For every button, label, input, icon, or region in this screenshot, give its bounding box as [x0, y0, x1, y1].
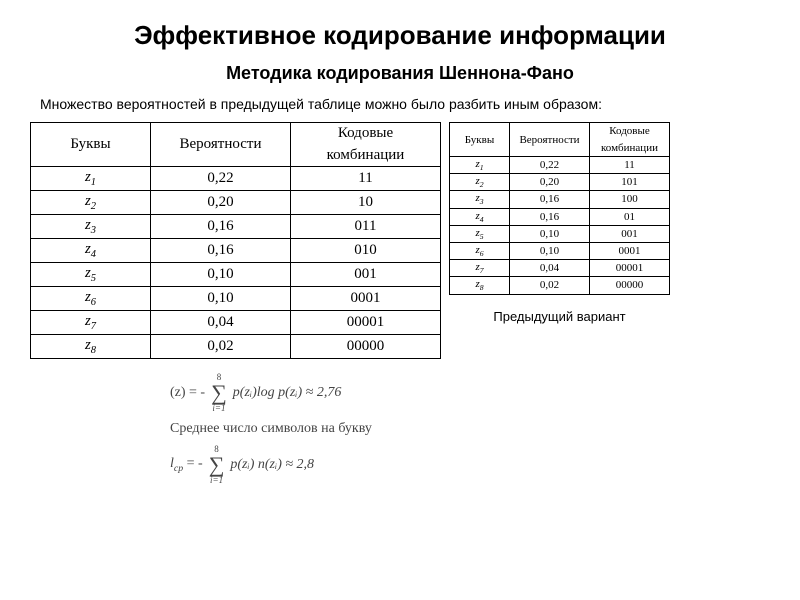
cell-probability: 0,16: [151, 239, 291, 263]
sigma-icon: ∑: [209, 454, 225, 476]
cell-letter: z2: [450, 174, 510, 191]
cell-code: 00000: [291, 335, 441, 359]
cell-probability: 0,22: [151, 167, 291, 191]
cell-probability: 0,10: [151, 287, 291, 311]
cell-probability: 0,04: [151, 311, 291, 335]
entropy-formula: (z) = - 8 ∑ i=1 p(zᵢ)log p(zᵢ) ≈ 2,76: [170, 373, 770, 413]
sum-lower: i=1: [212, 404, 225, 413]
cell-probability: 0,16: [151, 215, 291, 239]
col-header-letters: Буквы: [450, 123, 510, 157]
cell-code: 011: [291, 215, 441, 239]
table-row: z10,2211: [450, 157, 670, 174]
formula-lhs: (z) = -: [170, 383, 205, 403]
cell-probability: 0,10: [510, 225, 590, 242]
table-row: z70,0400001: [31, 311, 441, 335]
table-row: z50,10001: [450, 225, 670, 242]
col-header-code-b: комбинации: [291, 145, 441, 167]
cell-probability: 0,10: [510, 242, 590, 259]
cell-letter: z4: [450, 208, 510, 225]
cell-letter: z8: [450, 277, 510, 294]
previous-caption: Предыдущий вариант: [493, 309, 625, 324]
cell-probability: 0,04: [510, 260, 590, 277]
cell-letter: z6: [450, 242, 510, 259]
cell-probability: 0,02: [151, 335, 291, 359]
formula-rhs: p(zᵢ)log p(zᵢ) ≈ 2,76: [233, 383, 342, 403]
cell-code: 101: [590, 174, 670, 191]
formula-lhs: lср = -: [170, 454, 203, 476]
cell-probability: 0,02: [510, 277, 590, 294]
sum-lower: i=1: [210, 476, 223, 485]
table-row: z30,16100: [450, 191, 670, 208]
cell-letter: z7: [31, 311, 151, 335]
table-row: z50,10001: [31, 263, 441, 287]
cell-probability: 0,16: [510, 191, 590, 208]
table-row: z80,0200000: [450, 277, 670, 294]
cell-probability: 0,10: [151, 263, 291, 287]
cell-code: 010: [291, 239, 441, 263]
table-row: z20,20101: [450, 174, 670, 191]
cell-letter: z5: [450, 225, 510, 242]
cell-code: 11: [590, 157, 670, 174]
cell-letter: z1: [31, 167, 151, 191]
tables-row: Буквы Вероятности Кодовые комбинации z10…: [30, 122, 770, 359]
table-row: z60,100001: [31, 287, 441, 311]
cell-letter: z5: [31, 263, 151, 287]
cell-code: 00001: [590, 260, 670, 277]
table-row: z40,16010: [31, 239, 441, 263]
cell-letter: z7: [450, 260, 510, 277]
cell-code: 0001: [590, 242, 670, 259]
table-row: z40,1601: [450, 208, 670, 225]
cell-letter: z1: [450, 157, 510, 174]
previous-variant-block: Буквы Вероятности Кодовые комбинации z10…: [449, 122, 670, 324]
cell-probability: 0,20: [151, 191, 291, 215]
formula-rhs: p(zᵢ) n(zᵢ) ≈ 2,8: [230, 455, 314, 475]
cell-letter: z6: [31, 287, 151, 311]
cell-code: 11: [291, 167, 441, 191]
col-header-code-a: Кодовые: [291, 123, 441, 145]
sigma-symbol: 8 ∑ i=1: [211, 373, 227, 413]
table-row: z60,100001: [450, 242, 670, 259]
col-header-letters: Буквы: [31, 123, 151, 167]
page-subtitle: Методика кодирования Шеннона-Фано: [30, 63, 770, 84]
table-row: z20,2010: [31, 191, 441, 215]
coding-table-main: Буквы Вероятности Кодовые комбинации z10…: [30, 122, 441, 359]
cell-code: 0001: [291, 287, 441, 311]
cell-code: 10: [291, 191, 441, 215]
cell-letter: z4: [31, 239, 151, 263]
cell-code: 00000: [590, 277, 670, 294]
cell-code: 01: [590, 208, 670, 225]
col-header-prob: Вероятности: [151, 123, 291, 167]
intro-text: Множество вероятностей в предыдущей табл…: [30, 96, 770, 112]
avg-symbols-label: Среднее число символов на букву: [170, 419, 770, 439]
col-header-prob: Вероятности: [510, 123, 590, 157]
average-length-formula: lср = - 8 ∑ i=1 p(zᵢ) n(zᵢ) ≈ 2,8: [170, 445, 770, 485]
col-header-code-a: Кодовые: [590, 123, 670, 140]
sigma-symbol: 8 ∑ i=1: [209, 445, 225, 485]
col-header-code-b: комбинации: [590, 140, 670, 157]
cell-letter: z8: [31, 335, 151, 359]
cell-code: 100: [590, 191, 670, 208]
cell-code: 00001: [291, 311, 441, 335]
table-row: z10,2211: [31, 167, 441, 191]
cell-code: 001: [590, 225, 670, 242]
sigma-icon: ∑: [211, 382, 227, 404]
table-row: z80,0200000: [31, 335, 441, 359]
cell-letter: z2: [31, 191, 151, 215]
cell-probability: 0,20: [510, 174, 590, 191]
page-title: Эффективное кодирование информации: [30, 20, 770, 51]
table-row: z30,16011: [31, 215, 441, 239]
math-block: (z) = - 8 ∑ i=1 p(zᵢ)log p(zᵢ) ≈ 2,76 Ср…: [170, 373, 770, 485]
coding-table-previous: Буквы Вероятности Кодовые комбинации z10…: [449, 122, 670, 295]
cell-code: 001: [291, 263, 441, 287]
cell-probability: 0,16: [510, 208, 590, 225]
table-row: z70,0400001: [450, 260, 670, 277]
cell-letter: z3: [31, 215, 151, 239]
cell-letter: z3: [450, 191, 510, 208]
cell-probability: 0,22: [510, 157, 590, 174]
